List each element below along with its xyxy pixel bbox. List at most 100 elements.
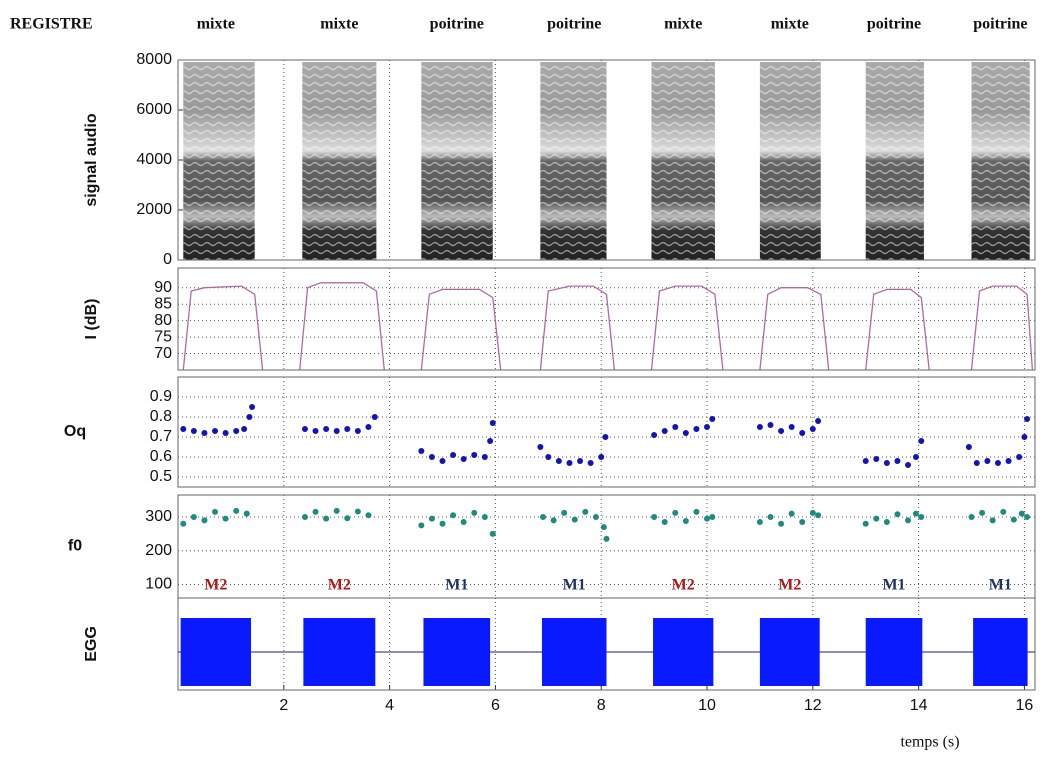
point (815, 418, 822, 424)
point (439, 520, 446, 527)
point (190, 428, 197, 434)
mecanisme-label: M1 (445, 577, 468, 594)
point (672, 509, 679, 516)
point (489, 420, 496, 426)
point (862, 458, 869, 464)
point (577, 458, 584, 464)
point (1021, 434, 1028, 440)
point (1016, 454, 1023, 460)
point (487, 438, 494, 444)
point (883, 519, 890, 526)
point (333, 428, 340, 434)
egg-segment (865, 618, 923, 686)
spectrogram-harmonics (302, 62, 377, 260)
point (756, 424, 763, 430)
spectrogram-harmonics (865, 62, 924, 260)
point (323, 426, 330, 432)
point (243, 510, 250, 517)
point (693, 426, 700, 432)
point (471, 452, 478, 458)
registre-label: mixte (320, 16, 358, 33)
point (603, 535, 610, 542)
x-tick-label: 6 (491, 697, 500, 714)
y-tick-label: 90 (154, 279, 172, 296)
point (799, 430, 806, 436)
x-tick-label: 10 (698, 697, 716, 714)
y-axis-label: EGG (83, 626, 100, 662)
panel-frame (177, 494, 1036, 599)
point (598, 454, 605, 460)
point (788, 424, 795, 430)
point (481, 454, 488, 460)
egg-segment (303, 618, 376, 686)
point (1000, 508, 1007, 515)
y-tick-label: 100 (145, 576, 172, 593)
point (918, 438, 925, 444)
mecanisme-label: M1 (989, 577, 1012, 594)
point (489, 530, 496, 537)
point (312, 428, 319, 434)
point (323, 515, 330, 522)
panel-frame (177, 59, 1036, 261)
point (894, 511, 901, 518)
y-tick-label: 0.6 (150, 448, 172, 465)
mecanisme-label: M2 (204, 577, 227, 594)
point (418, 522, 425, 529)
point (704, 515, 711, 522)
x-tick-label: 14 (910, 697, 928, 714)
y-tick-label: 0.9 (150, 388, 172, 405)
point (883, 460, 890, 466)
point (241, 426, 248, 432)
point (1005, 458, 1012, 464)
point (418, 448, 425, 454)
point (582, 508, 589, 515)
y-axis-label: Oq (64, 423, 86, 440)
point (344, 515, 351, 522)
point (809, 509, 816, 516)
point (989, 517, 996, 524)
point (233, 428, 240, 434)
mecanisme-label: M2 (778, 577, 801, 594)
point (1010, 516, 1017, 523)
y-tick-label: 85 (154, 295, 172, 312)
point (233, 507, 240, 514)
point (481, 513, 488, 520)
point (201, 517, 208, 524)
point (661, 519, 668, 526)
point (979, 509, 986, 516)
point (912, 510, 919, 517)
point (815, 512, 822, 519)
point (809, 426, 816, 432)
point (651, 432, 658, 438)
egg-segment (541, 618, 607, 686)
registre-label: poitrine (547, 16, 601, 33)
spectrogram-harmonics (651, 62, 715, 260)
point (1024, 513, 1031, 520)
point (428, 515, 435, 522)
point (180, 426, 187, 432)
point (873, 515, 880, 522)
point (246, 414, 253, 420)
point (661, 428, 668, 434)
point (545, 454, 552, 460)
panel-frame (177, 267, 1036, 371)
point (354, 508, 361, 515)
panel-frame (177, 597, 1036, 691)
point (973, 460, 980, 466)
point (968, 513, 975, 520)
point (905, 517, 912, 524)
point (1018, 510, 1025, 517)
point (540, 513, 547, 520)
point (912, 454, 919, 460)
y-tick-label: 0.5 (150, 468, 172, 485)
point (180, 520, 187, 527)
point (905, 462, 912, 468)
point (704, 424, 711, 430)
panel-frame (177, 376, 1036, 488)
point (550, 517, 557, 524)
mecanisme-label: M1 (563, 577, 586, 594)
y-tick-label: 0 (163, 251, 172, 268)
x-tick-label: 4 (385, 697, 394, 714)
point (602, 434, 609, 440)
point (460, 519, 467, 526)
